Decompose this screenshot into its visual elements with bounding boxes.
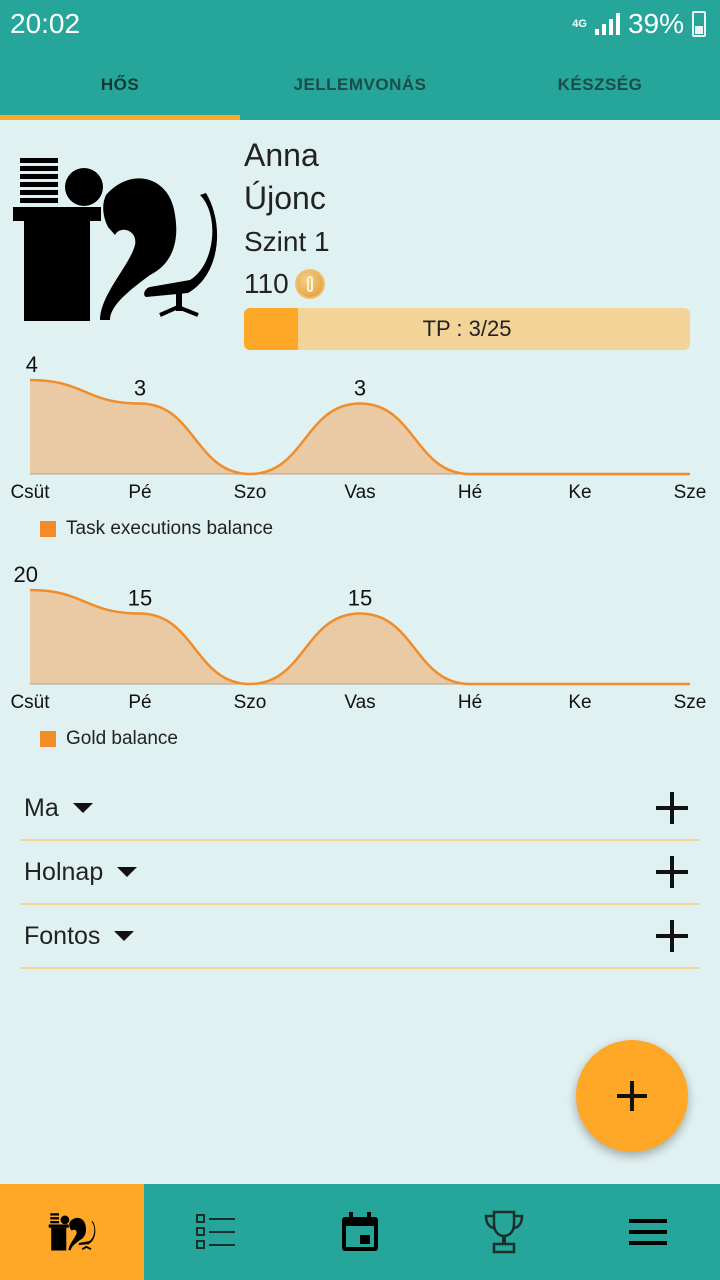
chart-tick-label: Sze bbox=[674, 482, 707, 503]
coin-icon bbox=[294, 269, 325, 299]
hero-rank: Újonc bbox=[244, 180, 326, 216]
hero-gold: 110 bbox=[244, 263, 330, 305]
chart-tick-label: Vas bbox=[344, 692, 375, 713]
gold-balance-chart: 20 15 15 Csüt Pé Szo Vas Hé Ke Sze bbox=[0, 562, 720, 765]
status-bar: 20:02 4G 39% bbox=[0, 0, 720, 50]
legend-swatch bbox=[40, 731, 56, 747]
chart-line bbox=[29, 378, 690, 476]
nav-calendar[interactable] bbox=[288, 1184, 432, 1280]
nav-tasks[interactable] bbox=[144, 1184, 288, 1280]
section-label-today: Ma bbox=[24, 793, 59, 822]
nav-menu[interactable] bbox=[576, 1184, 720, 1280]
status-time: 20:02 bbox=[10, 8, 81, 39]
chevron-down-icon[interactable] bbox=[117, 867, 138, 877]
menu-icon bbox=[629, 1219, 667, 1245]
section-important[interactable]: Fontos bbox=[20, 905, 700, 969]
add-important-button[interactable] bbox=[656, 920, 688, 952]
chart-tick-label: Csüt bbox=[10, 692, 50, 713]
chart-data-label: 3 bbox=[354, 376, 366, 401]
nav-hero[interactable] bbox=[0, 1184, 144, 1280]
chart-tick-label: Szo bbox=[234, 482, 267, 503]
add-fab-button[interactable] bbox=[576, 1040, 688, 1152]
battery-icon bbox=[692, 11, 706, 37]
trophy-icon bbox=[484, 1210, 524, 1254]
tab-skills[interactable]: KÉSZSÉG bbox=[557, 75, 643, 94]
chart-tick-label: Csüt bbox=[10, 482, 50, 503]
legend-label-tasks: Task executions balance bbox=[66, 518, 274, 539]
add-tomorrow-button[interactable] bbox=[656, 856, 688, 888]
chart-tick-label: Hé bbox=[458, 692, 482, 713]
task-executions-chart-svg: 4 3 3 Csüt Pé Szo Vas Hé Ke Sze bbox=[10, 352, 707, 503]
chart-tick-label: Vas bbox=[344, 482, 375, 503]
nav-achievements[interactable] bbox=[432, 1184, 576, 1280]
tab-bar: HŐS JELLEMVONÁS KÉSZSÉG bbox=[0, 50, 720, 120]
section-tomorrow[interactable]: Holnap bbox=[20, 841, 700, 905]
section-today[interactable]: Ma bbox=[20, 777, 700, 841]
tp-progress-fill bbox=[244, 308, 298, 350]
hero-info: Anna Újonc Szint 1 110 bbox=[244, 135, 330, 305]
chart-tick-label: Ke bbox=[568, 692, 591, 713]
chart-tick-label: Szo bbox=[234, 692, 267, 713]
chart-data-label: 3 bbox=[134, 376, 146, 401]
gold-balance-chart-svg: 20 15 15 Csüt Pé Szo Vas Hé Ke Sze bbox=[10, 562, 707, 713]
hero-avatar bbox=[10, 155, 220, 325]
tab-traits[interactable]: JELLEMVONÁS bbox=[293, 75, 427, 94]
chart-legend-tasks: Task executions balance bbox=[40, 518, 273, 540]
section-label-tomorrow: Holnap bbox=[24, 857, 104, 886]
tp-label: TP : 3/25 bbox=[422, 316, 512, 341]
bottom-navigation bbox=[0, 1184, 720, 1280]
add-today-button[interactable] bbox=[656, 792, 688, 824]
chart-tick-label: Hé bbox=[458, 482, 482, 503]
chart-data-label: 4 bbox=[26, 352, 38, 377]
tp-progress-bar: TP : 3/25 bbox=[244, 308, 690, 350]
legend-swatch bbox=[40, 521, 56, 537]
chart-data-label: 15 bbox=[128, 586, 152, 611]
chart-data-label: 20 bbox=[14, 562, 38, 587]
hero-name: Anna bbox=[244, 137, 319, 173]
chart-tick-label: Ke bbox=[568, 482, 591, 503]
chart-line bbox=[29, 588, 690, 686]
task-list-icon bbox=[196, 1214, 235, 1249]
battery-percent: 39% bbox=[627, 8, 684, 39]
legend-label-gold: Gold balance bbox=[66, 728, 178, 749]
chevron-down-icon[interactable] bbox=[114, 931, 135, 941]
chart-area bbox=[30, 380, 690, 474]
chart-legend-gold: Gold balance bbox=[40, 728, 178, 750]
plus-icon bbox=[617, 1081, 647, 1111]
chart-data-label: 15 bbox=[348, 586, 372, 611]
task-executions-chart: 4 3 3 Csüt Pé Szo Vas Hé Ke Sze bbox=[0, 352, 720, 555]
chevron-down-icon[interactable] bbox=[72, 803, 93, 813]
signal-icon bbox=[594, 13, 620, 35]
calendar-icon bbox=[342, 1212, 378, 1251]
hero-level: Szint 1 bbox=[244, 226, 330, 257]
chart-tick-label: Pé bbox=[128, 482, 151, 503]
chart-area bbox=[30, 590, 690, 684]
hero-icon bbox=[48, 1213, 96, 1251]
gold-amount: 110 bbox=[244, 268, 289, 299]
tab-hero[interactable]: HŐS bbox=[0, 50, 240, 120]
section-label-important: Fontos bbox=[24, 921, 101, 950]
chart-tick-label: Sze bbox=[674, 692, 707, 713]
chart-tick-label: Pé bbox=[128, 692, 151, 713]
network-type: 4G bbox=[572, 17, 587, 30]
status-indicators: 4G 39% bbox=[572, 8, 706, 40]
